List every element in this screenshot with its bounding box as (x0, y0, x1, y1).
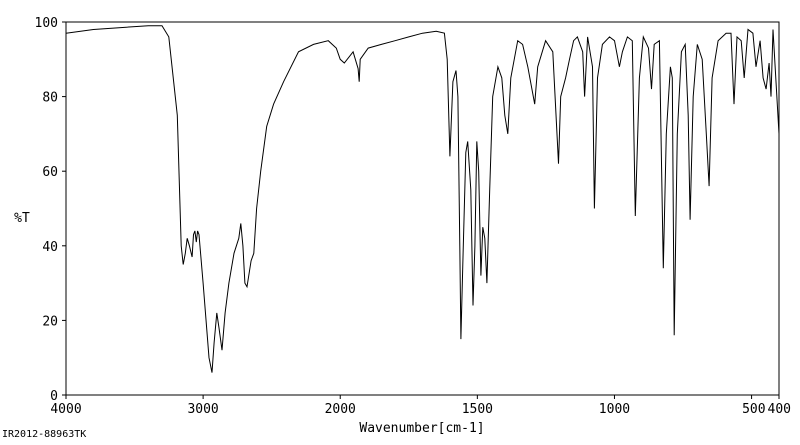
x-axis-label: Wavenumber[cm-1] (359, 421, 484, 436)
plot-frame (65, 21, 780, 396)
x-tick-label: 500 (742, 402, 765, 417)
spectrum-line (65, 25, 780, 373)
y-tick-label: 40 (42, 240, 58, 255)
y-axis-label: %T (14, 211, 30, 226)
x-tick-label: 400 (768, 402, 791, 417)
x-tick-label: 1500 (462, 402, 493, 417)
x-tick-label: 3000 (187, 402, 218, 417)
x-tick-label: 1000 (599, 402, 630, 417)
y-tick-label: 100 (35, 16, 58, 31)
y-tick-label: 80 (42, 91, 58, 106)
y-tick-label: 20 (42, 314, 58, 329)
x-tick-label: 4000 (50, 402, 81, 417)
y-tick-label: 0 (50, 389, 58, 404)
footer: IR2012-88963TK (2, 429, 86, 440)
x-tick-label: 2000 (325, 402, 356, 417)
y-tick-label: 60 (42, 165, 58, 180)
